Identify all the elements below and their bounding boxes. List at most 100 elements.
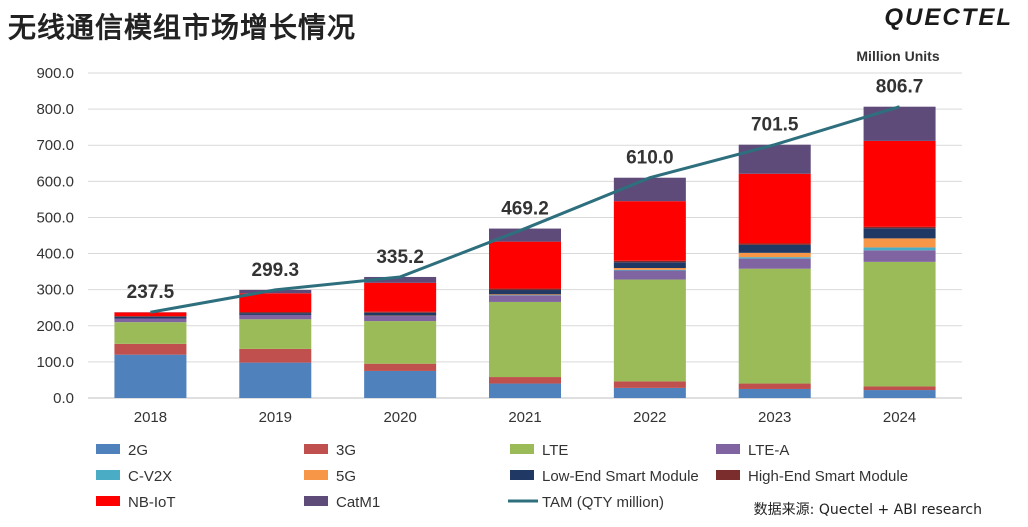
legend-swatch xyxy=(96,444,120,454)
x-tick-label: 2021 xyxy=(508,409,541,426)
bar-segment-c-v2x xyxy=(863,247,936,251)
y-tick-label: 200.0 xyxy=(36,318,74,335)
quectel-logo: QUECTEL xyxy=(884,4,1013,31)
bar-segment-lte-a xyxy=(489,295,561,302)
y-tick-label: 600.0 xyxy=(36,173,74,190)
legend-swatch xyxy=(304,444,328,454)
bar-segment-nb-iot xyxy=(364,282,437,312)
y-tick-label: 400.0 xyxy=(36,246,74,263)
bar-segment-low-end-smart-module xyxy=(489,290,561,295)
y-tick-label: 900.0 xyxy=(36,65,74,82)
x-tick-label: 2022 xyxy=(633,409,666,426)
tam-data-label: 806.7 xyxy=(876,77,924,98)
bar-segment-nb-iot xyxy=(239,293,312,313)
bar-segment-lte xyxy=(738,268,811,384)
x-tick-label: 2018 xyxy=(134,409,167,426)
legend-label: CatM1 xyxy=(336,494,380,511)
bar-segment-lte-a xyxy=(239,314,312,320)
y-tick-label: 0.0 xyxy=(53,390,74,407)
bar-segment-2g xyxy=(114,354,187,398)
bar-segment-high-end-smart-module xyxy=(364,311,437,313)
legend-swatch xyxy=(510,444,534,454)
bar-segment-high-end-smart-module xyxy=(239,312,312,314)
bar-segment-2g xyxy=(489,383,561,398)
legend-label: LTE-A xyxy=(748,442,789,459)
bar-segment-lte-a xyxy=(863,250,936,262)
tam-line xyxy=(150,105,901,314)
x-tick-label: 2019 xyxy=(259,409,292,426)
tam-data-label: 335.2 xyxy=(376,247,424,268)
y-tick-label: 100.0 xyxy=(36,354,74,371)
page-title: 无线通信模组市场增长情况 xyxy=(8,11,357,44)
bar-segment-high-end-smart-module xyxy=(863,226,936,229)
y-tick-label: 300.0 xyxy=(36,282,74,299)
x-tick-label: 2024 xyxy=(883,409,916,426)
legend-label: TAM (QTY million) xyxy=(542,494,664,511)
bar-segment-nb-iot xyxy=(738,173,811,244)
bar-segment-lte xyxy=(489,301,561,378)
bar-segment-2g xyxy=(613,387,686,398)
legend-swatch xyxy=(304,470,328,480)
bar-segment-c-v2x xyxy=(613,269,686,271)
tam-data-label: 237.5 xyxy=(127,282,175,303)
bar-segment-lte-a xyxy=(364,316,437,322)
bar-segment-catm1 xyxy=(863,106,936,141)
legend-label: High-End Smart Module xyxy=(748,468,908,485)
bar-segment-lte xyxy=(613,279,686,382)
bar-segment-catm1 xyxy=(239,289,312,294)
legend-label: 2G xyxy=(128,442,148,459)
bar-segment-low-end-smart-module xyxy=(613,262,686,268)
legend-label: LTE xyxy=(542,442,568,459)
tam-data-label: 469.2 xyxy=(501,199,549,220)
logo-wordmark: QUECTEL xyxy=(884,4,1013,31)
legend-swatch xyxy=(96,496,120,506)
x-tick-label: 2023 xyxy=(758,409,791,426)
bar-segment-lte-a xyxy=(613,270,686,280)
bar-segment-5g xyxy=(489,294,561,296)
legend-label: Low-End Smart Module xyxy=(542,468,699,485)
bar-segment-2g xyxy=(239,362,312,398)
bar-segment-3g xyxy=(738,383,811,389)
bar-segment-low-end-smart-module xyxy=(114,316,187,319)
tam-data-label: 299.3 xyxy=(252,260,300,281)
bar-segment-nb-iot xyxy=(613,201,686,261)
bar-segment-5g xyxy=(613,268,686,270)
bar-segment-high-end-smart-module xyxy=(114,316,187,317)
bar-segment-nb-iot xyxy=(114,312,187,317)
y-tick-label: 700.0 xyxy=(36,137,74,154)
bar-segment-lte xyxy=(239,319,312,349)
bar-segment-3g xyxy=(489,377,561,384)
bar-segment-3g xyxy=(114,343,187,355)
bar-segment-3g xyxy=(239,348,312,363)
bar-segment-2g xyxy=(364,370,437,398)
bar-segment-lte xyxy=(114,322,187,344)
bar-segment-lte-a xyxy=(114,318,187,323)
unit-label: Million Units xyxy=(856,48,939,64)
legend-label: 3G xyxy=(336,442,356,459)
bar-segment-2g xyxy=(863,390,936,398)
legend-swatch xyxy=(304,496,328,506)
bar-segment-high-end-smart-module xyxy=(489,288,561,291)
bar-segment-lte xyxy=(364,321,437,364)
bar-segment-catm1 xyxy=(489,228,561,242)
legend-swatch xyxy=(96,470,120,480)
bar-segment-nb-iot xyxy=(489,241,561,289)
bar-segment-c-v2x xyxy=(738,257,811,259)
legend-label: 5G xyxy=(336,468,356,485)
legend-label: C-V2X xyxy=(128,468,172,485)
bar-segment-3g xyxy=(364,363,437,371)
legend-label: NB-IoT xyxy=(128,494,176,511)
x-tick-label: 2020 xyxy=(383,409,416,426)
bar-segment-lte xyxy=(863,261,936,387)
bar-segment-high-end-smart-module xyxy=(613,260,686,263)
bar-segment-2g xyxy=(738,388,811,398)
bar-segment-3g xyxy=(863,386,936,391)
bar-segment-low-end-smart-module xyxy=(239,313,312,315)
legend-swatch xyxy=(716,444,740,454)
y-tick-label: 800.0 xyxy=(36,101,74,118)
bar-segment-low-end-smart-module xyxy=(738,244,811,253)
tam-data-label: 610.0 xyxy=(626,148,674,169)
bar-segment-5g xyxy=(738,252,811,258)
